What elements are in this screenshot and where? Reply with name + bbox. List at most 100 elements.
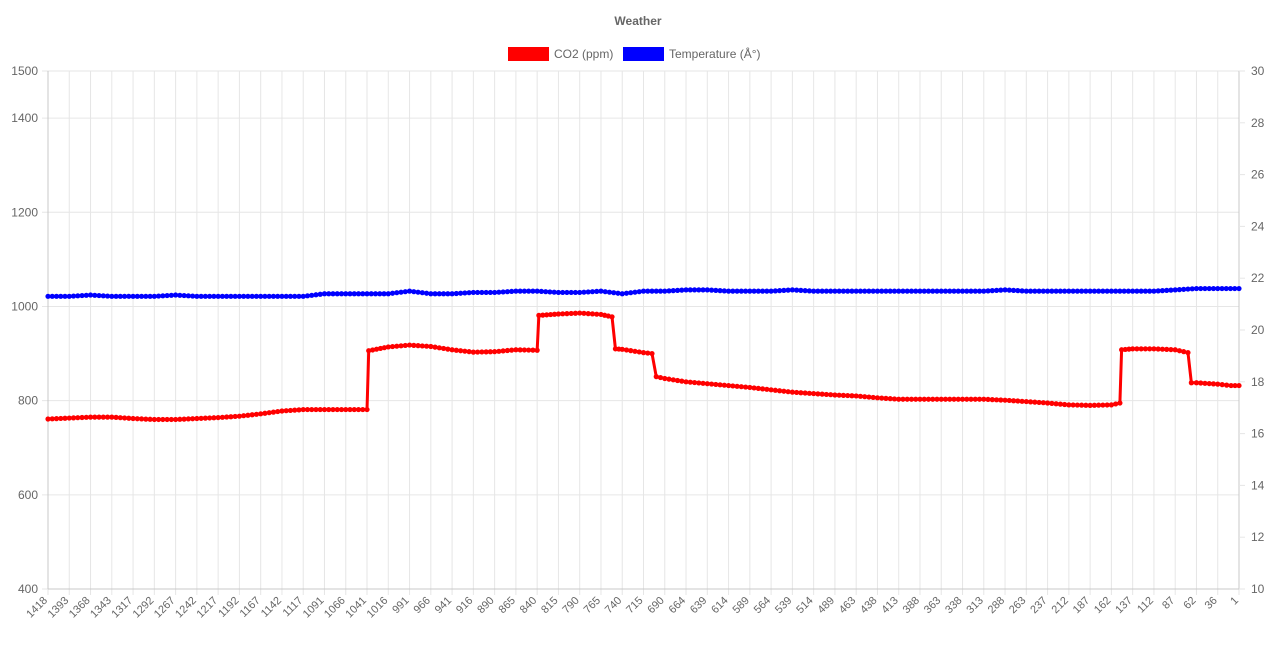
data-point[interactable]: [548, 311, 554, 318]
data-point[interactable]: [764, 386, 770, 392]
data-point[interactable]: [1113, 401, 1119, 407]
data-point[interactable]: [679, 287, 685, 293]
data-point[interactable]: [249, 412, 255, 418]
data-point[interactable]: [326, 291, 332, 297]
data-point[interactable]: [1236, 285, 1242, 292]
data-point[interactable]: [1096, 288, 1102, 294]
data-point[interactable]: [589, 311, 596, 317]
data-point[interactable]: [458, 290, 464, 296]
data-point[interactable]: [168, 292, 174, 298]
data-point[interactable]: [1210, 381, 1217, 387]
data-point[interactable]: [1019, 288, 1025, 294]
data-point[interactable]: [194, 415, 200, 422]
data-point[interactable]: [823, 391, 830, 398]
data-point[interactable]: [708, 287, 715, 293]
data-point[interactable]: [713, 381, 719, 388]
data-point[interactable]: [777, 288, 783, 294]
data-point[interactable]: [785, 287, 791, 293]
data-point[interactable]: [1224, 382, 1230, 388]
data-point[interactable]: [1108, 402, 1114, 408]
data-point[interactable]: [972, 288, 978, 294]
data-point[interactable]: [747, 384, 753, 391]
data-point[interactable]: [496, 348, 502, 354]
data-point[interactable]: [738, 384, 744, 390]
data-point[interactable]: [466, 349, 472, 355]
data-point[interactable]: [1100, 402, 1106, 408]
data-point[interactable]: [802, 288, 808, 294]
data-point[interactable]: [440, 291, 447, 297]
data-point[interactable]: [83, 414, 89, 420]
data-point[interactable]: [500, 348, 506, 354]
data-point[interactable]: [662, 288, 668, 294]
data-point[interactable]: [143, 416, 149, 422]
data-point[interactable]: [1172, 347, 1178, 353]
data-point[interactable]: [1074, 402, 1080, 408]
data-point[interactable]: [713, 287, 719, 293]
data-point[interactable]: [585, 289, 591, 295]
legend-swatch-temperature[interactable]: [623, 47, 664, 61]
data-point[interactable]: [764, 288, 770, 294]
data-point[interactable]: [1040, 288, 1046, 294]
data-point[interactable]: [62, 415, 68, 421]
data-point[interactable]: [1223, 285, 1229, 292]
data-point[interactable]: [338, 406, 345, 413]
data-point[interactable]: [453, 347, 459, 353]
data-point[interactable]: [334, 291, 340, 297]
data-point[interactable]: [917, 396, 923, 402]
data-point[interactable]: [275, 293, 281, 299]
data-point[interactable]: [1151, 346, 1157, 352]
data-point[interactable]: [385, 344, 391, 350]
data-point[interactable]: [874, 288, 881, 294]
data-point[interactable]: [1070, 402, 1076, 408]
data-point[interactable]: [1236, 382, 1242, 389]
data-point[interactable]: [253, 293, 260, 299]
data-point[interactable]: [536, 312, 542, 318]
data-point[interactable]: [985, 396, 991, 403]
data-point[interactable]: [913, 396, 919, 402]
data-point[interactable]: [338, 291, 345, 297]
data-point[interactable]: [372, 291, 379, 297]
data-point[interactable]: [662, 375, 668, 382]
data-point[interactable]: [666, 376, 672, 382]
data-point[interactable]: [279, 408, 285, 414]
data-point[interactable]: [436, 345, 442, 351]
data-point[interactable]: [704, 381, 710, 387]
data-point[interactable]: [828, 392, 834, 398]
data-point[interactable]: [904, 288, 910, 294]
data-point[interactable]: [364, 291, 370, 297]
data-point[interactable]: [887, 396, 893, 402]
data-point[interactable]: [934, 288, 940, 294]
data-point[interactable]: [504, 347, 510, 354]
data-point[interactable]: [292, 293, 298, 299]
data-point[interactable]: [543, 289, 549, 295]
data-point[interactable]: [266, 293, 272, 299]
data-point[interactable]: [534, 347, 540, 353]
data-point[interactable]: [1036, 399, 1042, 406]
data-point[interactable]: [198, 415, 204, 421]
data-point[interactable]: [330, 291, 336, 297]
data-point[interactable]: [789, 287, 795, 293]
data-point[interactable]: [866, 288, 872, 294]
data-point[interactable]: [1015, 398, 1021, 404]
data-point[interactable]: [951, 288, 957, 294]
data-point[interactable]: [347, 291, 353, 297]
data-point[interactable]: [981, 288, 987, 294]
data-point[interactable]: [236, 413, 243, 419]
data-point[interactable]: [551, 311, 558, 317]
data-point[interactable]: [981, 396, 987, 402]
data-point[interactable]: [568, 289, 574, 296]
data-point[interactable]: [921, 396, 927, 402]
data-point[interactable]: [640, 350, 647, 356]
data-point[interactable]: [160, 416, 166, 423]
data-point[interactable]: [802, 390, 808, 396]
data-point[interactable]: [406, 342, 413, 348]
data-point[interactable]: [470, 289, 476, 296]
data-point[interactable]: [258, 411, 264, 417]
data-point[interactable]: [1108, 288, 1114, 294]
data-point[interactable]: [475, 289, 481, 296]
data-point[interactable]: [334, 406, 340, 413]
data-point[interactable]: [1193, 285, 1200, 292]
data-point[interactable]: [411, 342, 417, 348]
data-point[interactable]: [879, 395, 885, 401]
data-point[interactable]: [794, 389, 800, 396]
